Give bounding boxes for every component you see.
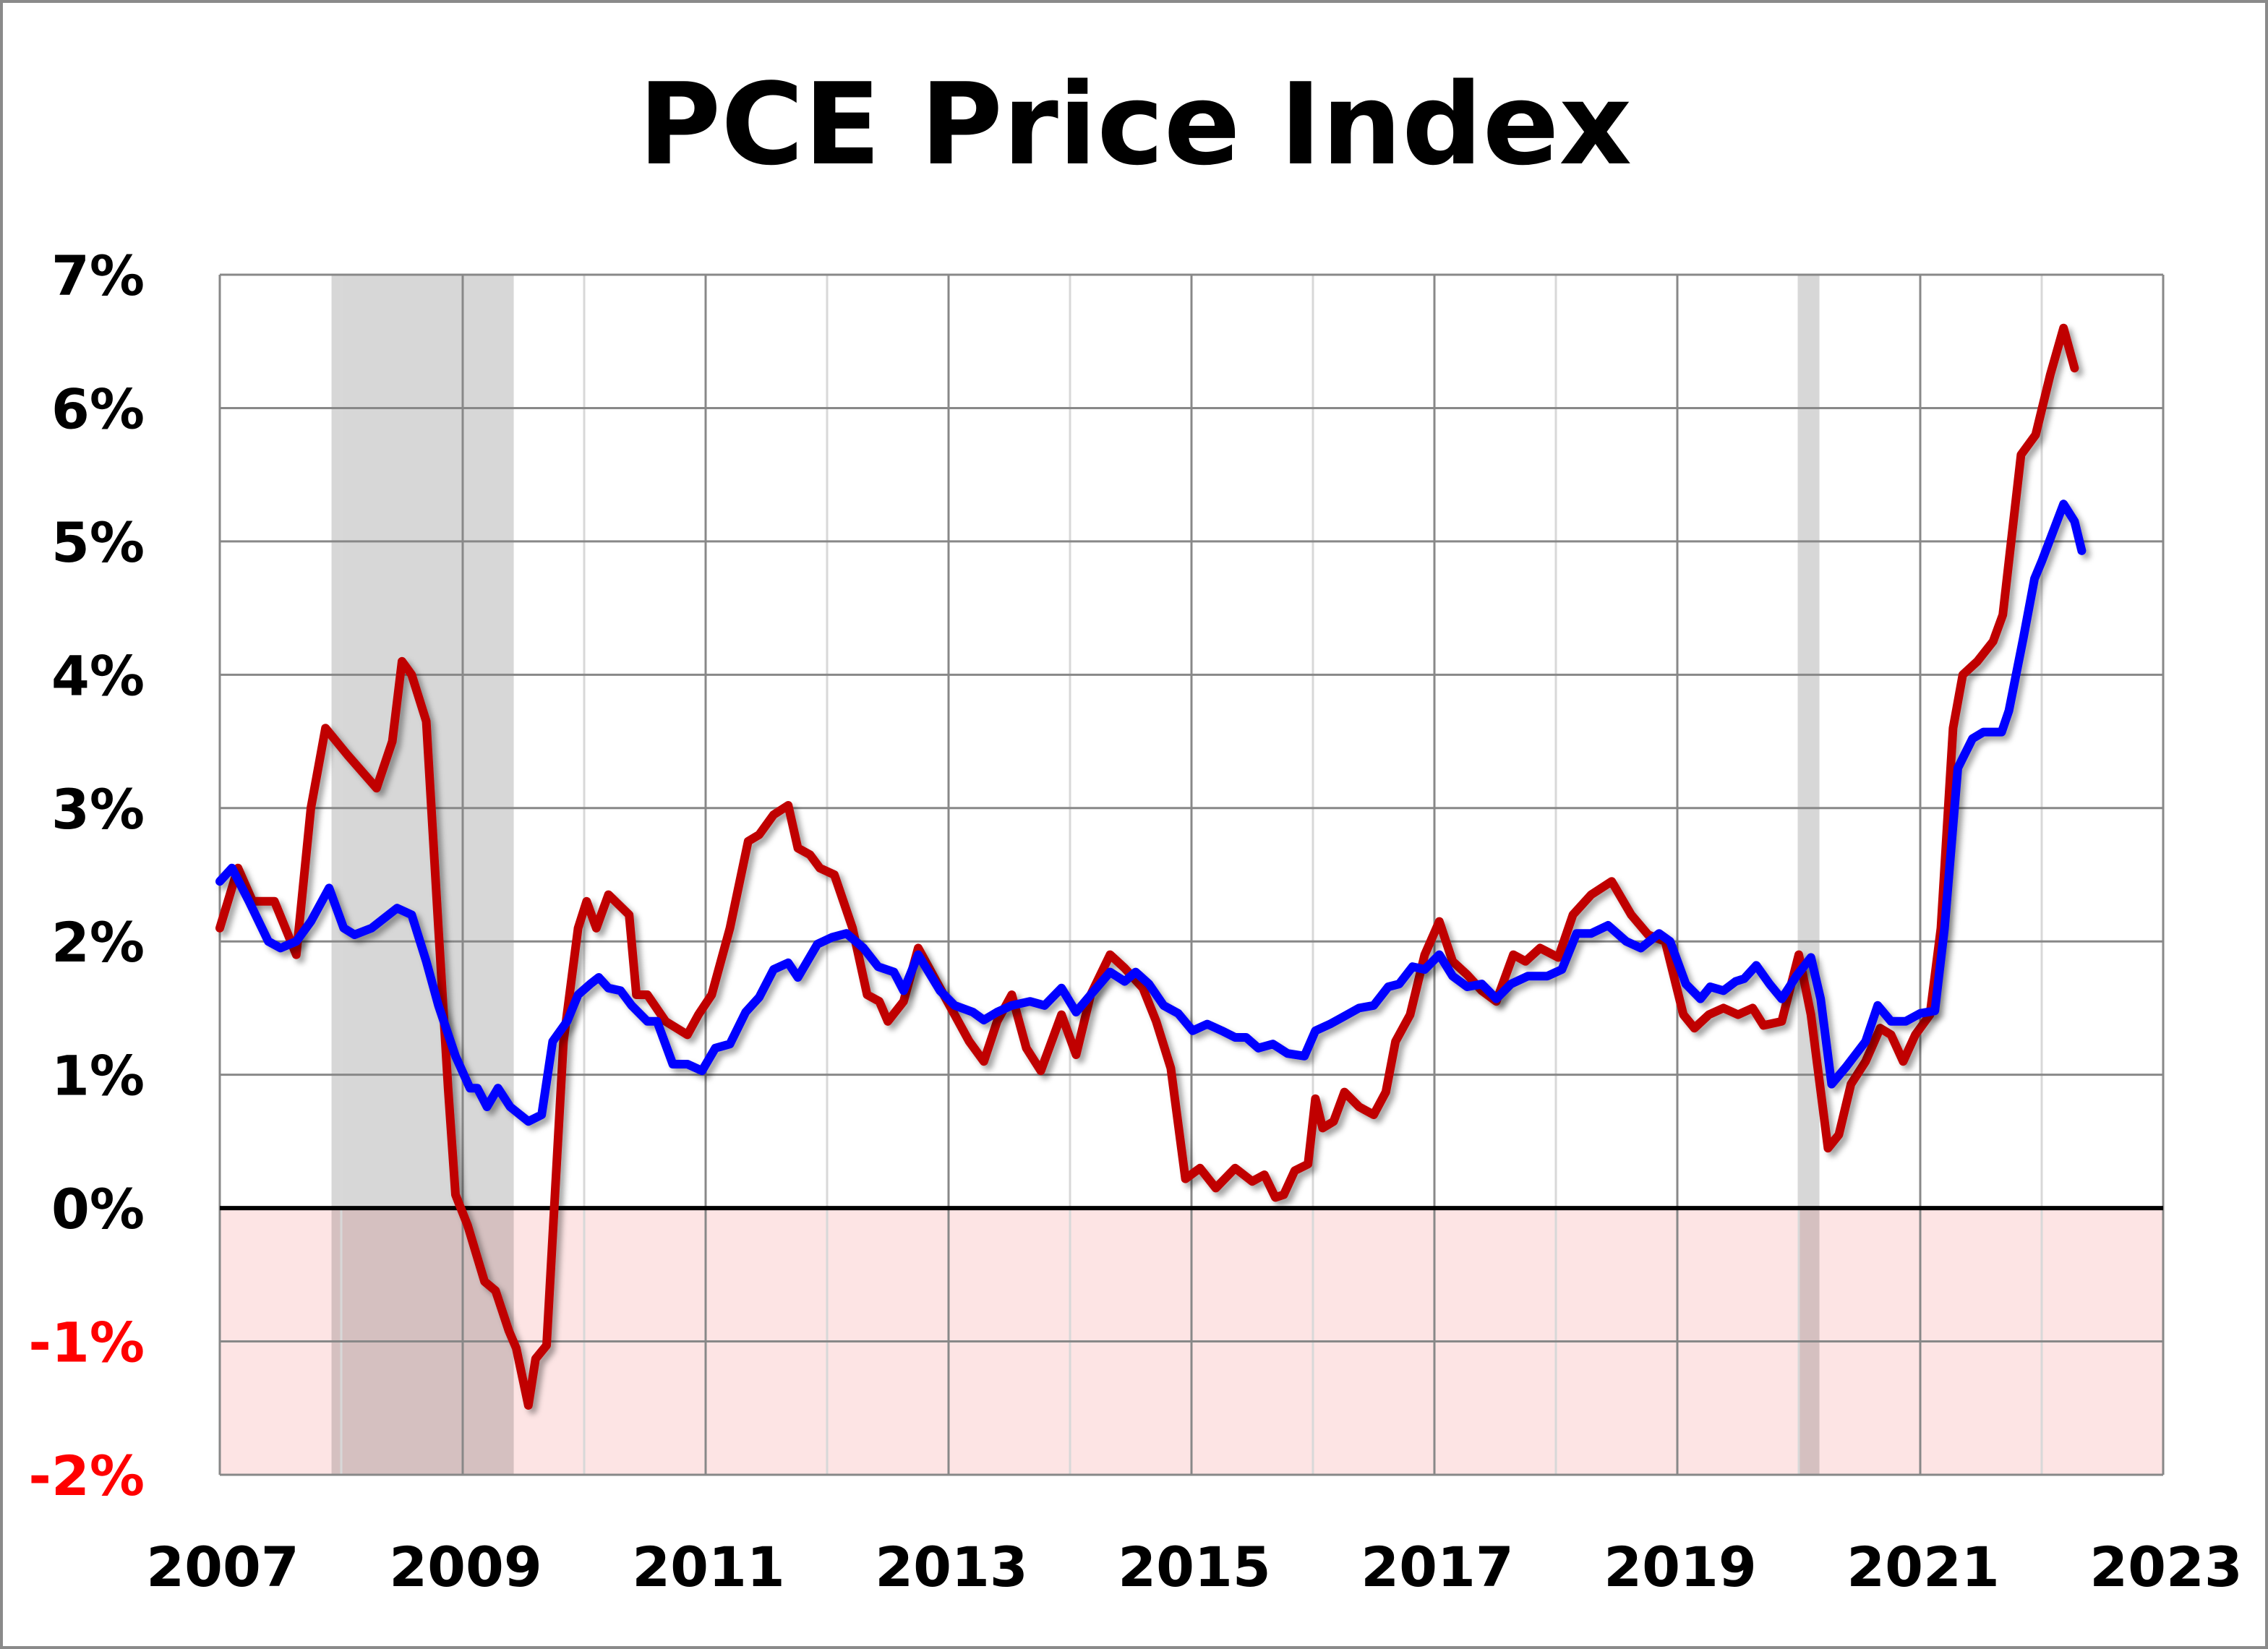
x-axis-labels: 2007 2009 2011 2013 2015 2017 2019 2021 2023 — [146, 1535, 2243, 1599]
x-tick-label: 2011 — [632, 1535, 785, 1599]
x-tick-label: 2021 — [1847, 1535, 2000, 1599]
x-tick-label: 2019 — [1604, 1535, 1757, 1599]
y-tick-label: 1% — [51, 1044, 145, 1108]
y-tick-label: 2% — [51, 910, 145, 975]
x-tick-label: 2013 — [875, 1535, 1028, 1599]
chart-title: PCE Price Index — [638, 59, 1632, 190]
y-tick-label: 7% — [51, 244, 145, 308]
y-tick-label: 4% — [51, 643, 145, 708]
plot-area — [215, 273, 2165, 1476]
x-tick-label: 2023 — [2089, 1535, 2243, 1599]
y-tick-label: 6% — [51, 377, 145, 441]
x-tick-label: 2015 — [1118, 1535, 1271, 1599]
recession-band — [1799, 275, 1820, 1475]
series-line-core-pce — [215, 500, 2087, 1126]
x-tick-label: 2007 — [146, 1535, 299, 1599]
y-tick-label: -2% — [28, 1444, 145, 1508]
x-tick-label: 2009 — [389, 1535, 542, 1599]
y-axis-labels: 7% 6% 5% 4% 3% 2% 1% 0% -1% -2% — [28, 244, 145, 1508]
recession-band — [331, 275, 514, 1475]
y-tick-label: 0% — [51, 1177, 145, 1241]
x-tick-label: 2017 — [1361, 1535, 1514, 1599]
y-tick-label: 3% — [51, 777, 145, 841]
y-tick-label: 5% — [51, 510, 145, 575]
y-tick-label: -1% — [28, 1311, 145, 1375]
series-line-headline-pce — [215, 323, 2079, 1410]
